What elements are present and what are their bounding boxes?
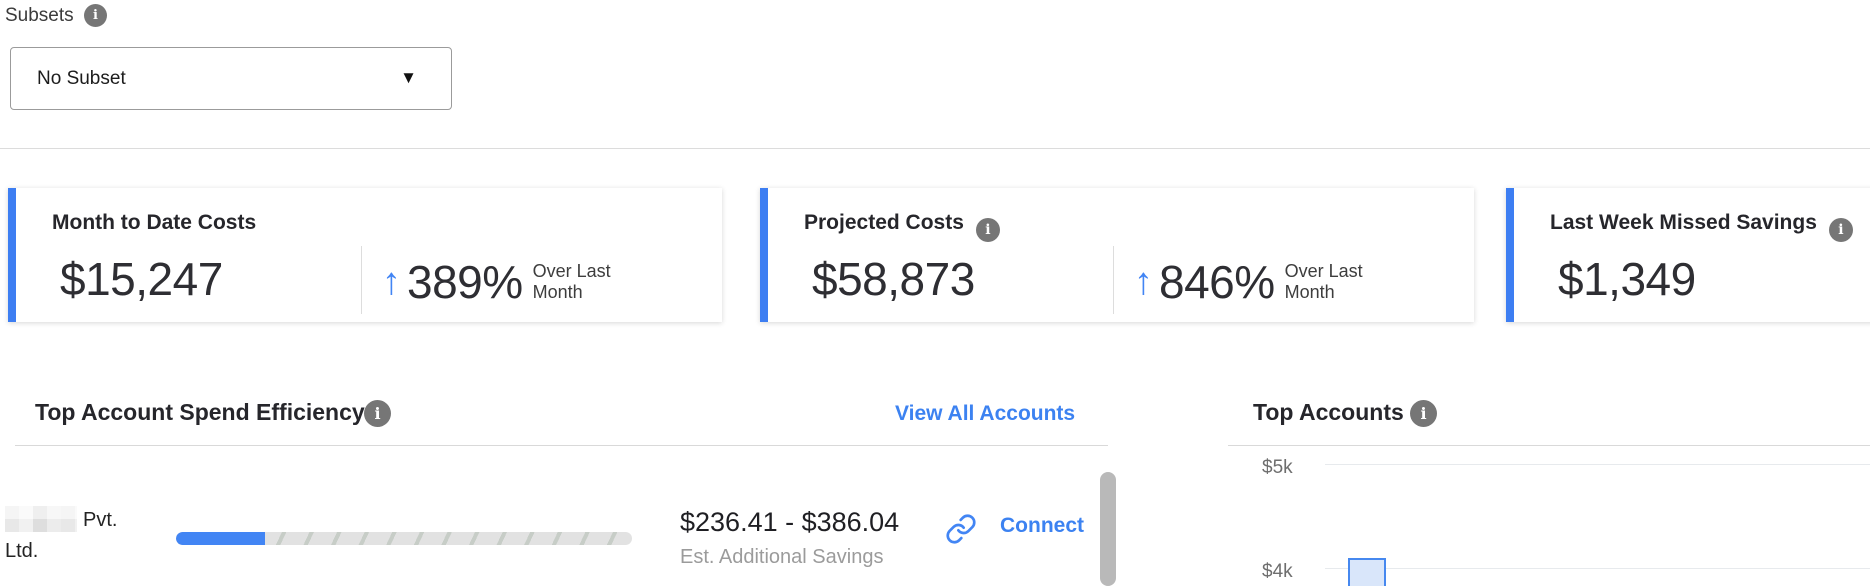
- card-value: $15,247: [60, 253, 223, 305]
- view-all-accounts-link[interactable]: View All Accounts: [895, 402, 1076, 425]
- subsets-info-icon[interactable]: i: [84, 4, 107, 27]
- change-caption: Over Last Month: [532, 261, 611, 302]
- card-value: $58,873: [812, 253, 975, 305]
- efficiency-info-icon[interactable]: i: [364, 400, 391, 427]
- card-last-week-missed-savings: Last Week Missed Savings i $1,349: [1506, 188, 1870, 322]
- gridline-4k: [1325, 568, 1870, 569]
- card-title: Month to Date Costs: [52, 211, 257, 234]
- link-chain-icon[interactable]: [941, 513, 981, 550]
- savings-range: $236.41 - $386.04: [680, 507, 900, 537]
- connect-link[interactable]: Connect: [1000, 514, 1084, 537]
- spend-efficiency-bar: [176, 532, 632, 545]
- trend-up-icon: ↑: [1134, 261, 1153, 303]
- efficiency-divider: [15, 445, 1108, 446]
- account-name-suffix: Pvt. Ltd.: [5, 509, 118, 562]
- subset-dropdown[interactable]: No Subset ▼: [10, 47, 452, 110]
- change-percent: 846%: [1159, 256, 1275, 308]
- progress-fill: [176, 532, 265, 545]
- subsets-label: Subsets: [5, 5, 74, 26]
- change-block: ↑ 389% Over Last Month: [382, 258, 611, 306]
- change-percent: 389%: [407, 256, 523, 308]
- gridline-5k: [1325, 464, 1870, 465]
- trend-up-icon: ↑: [382, 261, 401, 303]
- missed-savings-info-icon[interactable]: i: [1828, 218, 1853, 242]
- top-accounts-title: Top Accounts: [1253, 399, 1404, 425]
- card-month-to-date-costs: Month to Date Costs $15,247 ↑ 389% Over …: [8, 188, 722, 322]
- top-accounts-divider: [1228, 445, 1870, 446]
- card-projected-costs: Projected Costs i $58,873 ↑ 846% Over Las…: [760, 188, 1474, 322]
- header-divider: [0, 148, 1870, 149]
- projected-costs-info-icon[interactable]: i: [975, 218, 1000, 242]
- subset-dropdown-value: No Subset: [37, 68, 126, 89]
- chevron-down-icon: ▼: [400, 67, 417, 87]
- scrollbar-thumb[interactable]: [1100, 472, 1116, 586]
- card-divider: [361, 246, 362, 314]
- card-title: Projected Costs i: [804, 211, 1000, 242]
- change-caption: Over Last Month: [1284, 261, 1363, 302]
- card-value: $1,349: [1558, 253, 1696, 305]
- card-title: Last Week Missed Savings i: [1550, 211, 1853, 242]
- savings-caption: Est. Additional Savings: [680, 546, 884, 568]
- y-axis-tick-5k: $5k: [1262, 457, 1293, 478]
- y-axis-tick-4k: $4k: [1262, 561, 1293, 582]
- redacted-account-name: [5, 506, 77, 532]
- top-accounts-info-icon[interactable]: i: [1410, 400, 1437, 427]
- efficiency-panel-title: Top Account Spend Efficiency: [35, 399, 365, 425]
- account-name: Pvt. Ltd.: [5, 505, 137, 567]
- change-block: ↑ 846% Over Last Month: [1134, 258, 1363, 306]
- top-accounts-bar[interactable]: [1348, 558, 1386, 586]
- card-divider: [1113, 246, 1114, 314]
